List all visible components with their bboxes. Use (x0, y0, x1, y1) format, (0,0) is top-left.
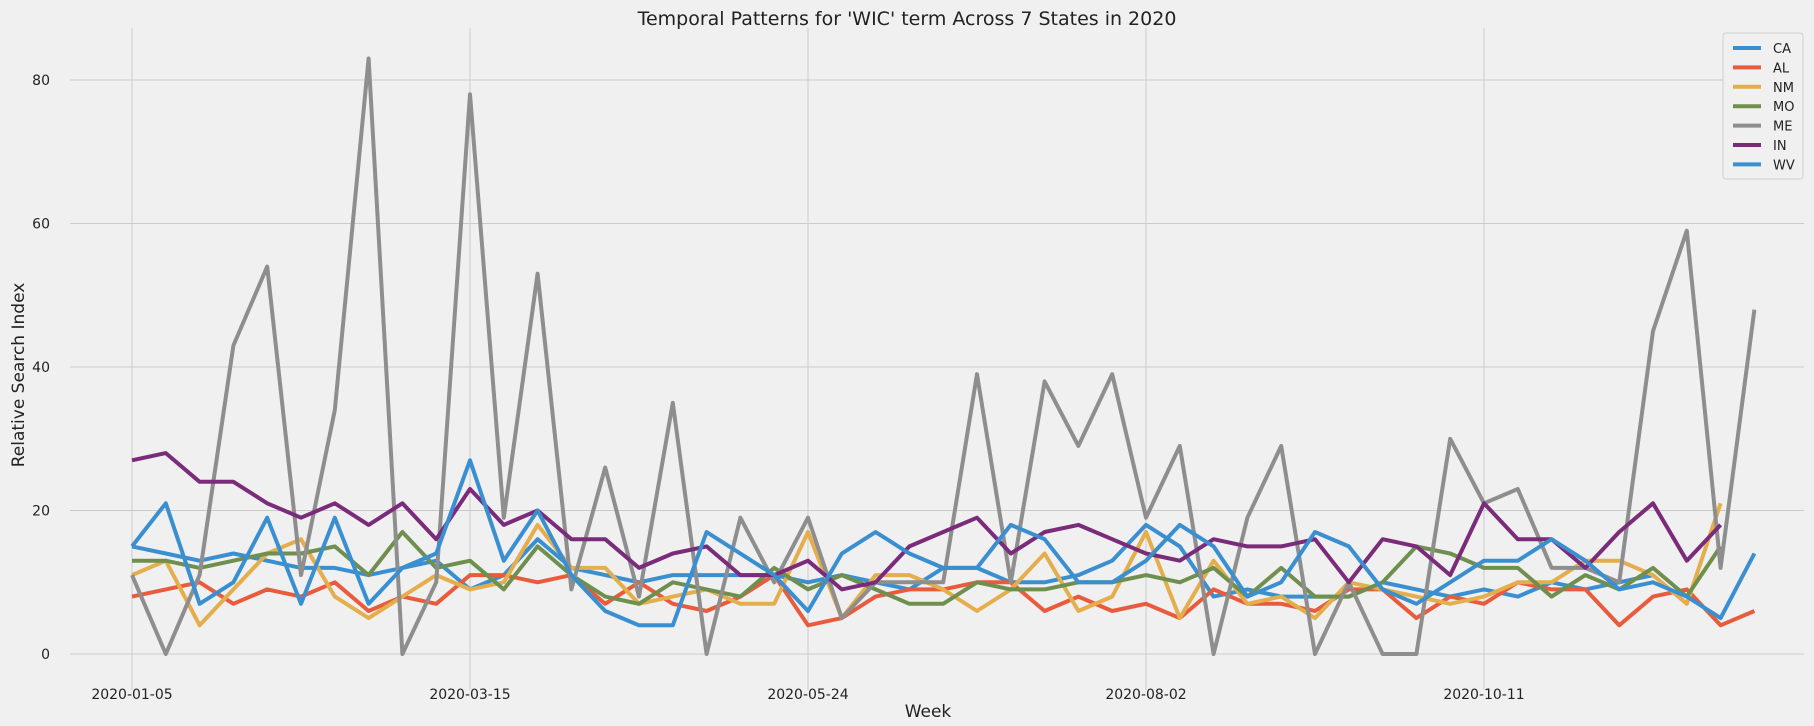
series-line-in (131, 451, 1723, 592)
series-line-wv (130, 458, 1757, 628)
legend-label-ca: CA (1773, 42, 1791, 57)
x-tick-label: 2020-10-11 (1443, 687, 1524, 703)
series-line-ca (131, 522, 1654, 599)
x-axis-title: Week (905, 702, 952, 722)
x-tick-label: 2020-08-02 (1105, 687, 1186, 703)
x-tick-label: 2020-03-15 (429, 687, 510, 703)
legend-label-wv: WV (1773, 158, 1795, 173)
y-tick-label: 80 (32, 73, 50, 89)
chart-title: Temporal Patterns for 'WIC' term Across … (637, 8, 1177, 30)
legend-label-me: ME (1773, 120, 1792, 135)
y-tick-label: 0 (41, 647, 50, 663)
legend-label-nm: NM (1773, 81, 1794, 96)
y-tick-label: 60 (32, 217, 50, 233)
x-tick-label: 2020-01-05 (91, 687, 172, 703)
legend-label-al: AL (1773, 61, 1790, 76)
y-tick-label: 20 (32, 504, 50, 520)
legend: CA AL NM MO ME IN WV (1722, 32, 1804, 180)
y-tick-label: 40 (32, 360, 50, 376)
legend-box (1722, 32, 1804, 180)
x-tick-label: 2020-05-24 (767, 687, 848, 703)
y-axis-ticks: 0 20 40 60 80 (32, 73, 50, 663)
series-lines (130, 56, 1757, 656)
legend-label-in: IN (1773, 139, 1787, 154)
x-axis-ticks: 2020-01-05 2020-03-15 2020-05-24 2020-08-02… (91, 687, 1524, 703)
gridlines (70, 28, 1804, 690)
legend-label-mo: MO (1773, 100, 1794, 115)
y-axis-title: Relative Search Index (9, 283, 29, 468)
